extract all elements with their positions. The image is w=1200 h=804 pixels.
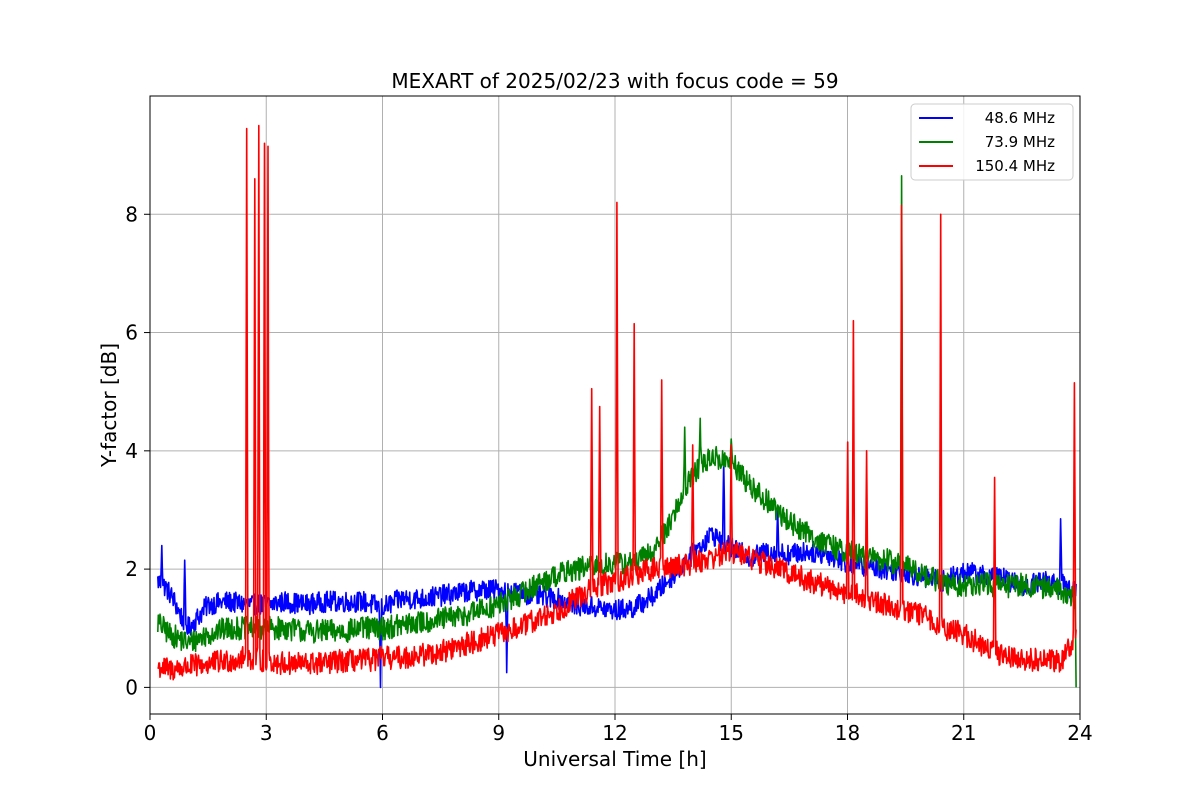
- series-layer: [157, 124, 1077, 689]
- grid: [149, 96, 1081, 714]
- x-tick-label: 3: [260, 721, 273, 745]
- series-line-1: [157, 461, 1077, 689]
- x-tick-label: 21: [951, 721, 976, 745]
- x-tick-label: 24: [1067, 721, 1092, 745]
- y-tick-label: 6: [125, 321, 138, 345]
- x-tick-label: 6: [376, 721, 389, 745]
- x-tick-label: 18: [835, 721, 860, 745]
- y-tick-label: 8: [125, 202, 138, 226]
- series-line-2: [157, 175, 1077, 688]
- series-line-3: [157, 124, 1077, 681]
- y-tick-label: 2: [125, 557, 138, 581]
- legend: 48.6 MHz 73.9 MHz 150.4 MHz: [910, 103, 1074, 181]
- y-axis-label: Y-factor [dB]: [97, 343, 121, 468]
- y-tick-label: 0: [125, 675, 138, 699]
- legend-label: 150.4 MHz: [975, 157, 1055, 175]
- x-axis-label: Universal Time [h]: [523, 747, 706, 771]
- legend-label: 73.9 MHz: [985, 133, 1055, 151]
- x-tick-label: 9: [492, 721, 505, 745]
- y-tick-label: 4: [125, 439, 138, 463]
- legend-label: 48.6 MHz: [985, 109, 1055, 127]
- x-tick-label: 0: [144, 721, 157, 745]
- chart-title: MEXART of 2025/02/23 with focus code = 5…: [391, 69, 838, 93]
- x-tick-label: 12: [602, 721, 627, 745]
- legend-box: [910, 103, 1074, 181]
- x-tick-label: 15: [719, 721, 744, 745]
